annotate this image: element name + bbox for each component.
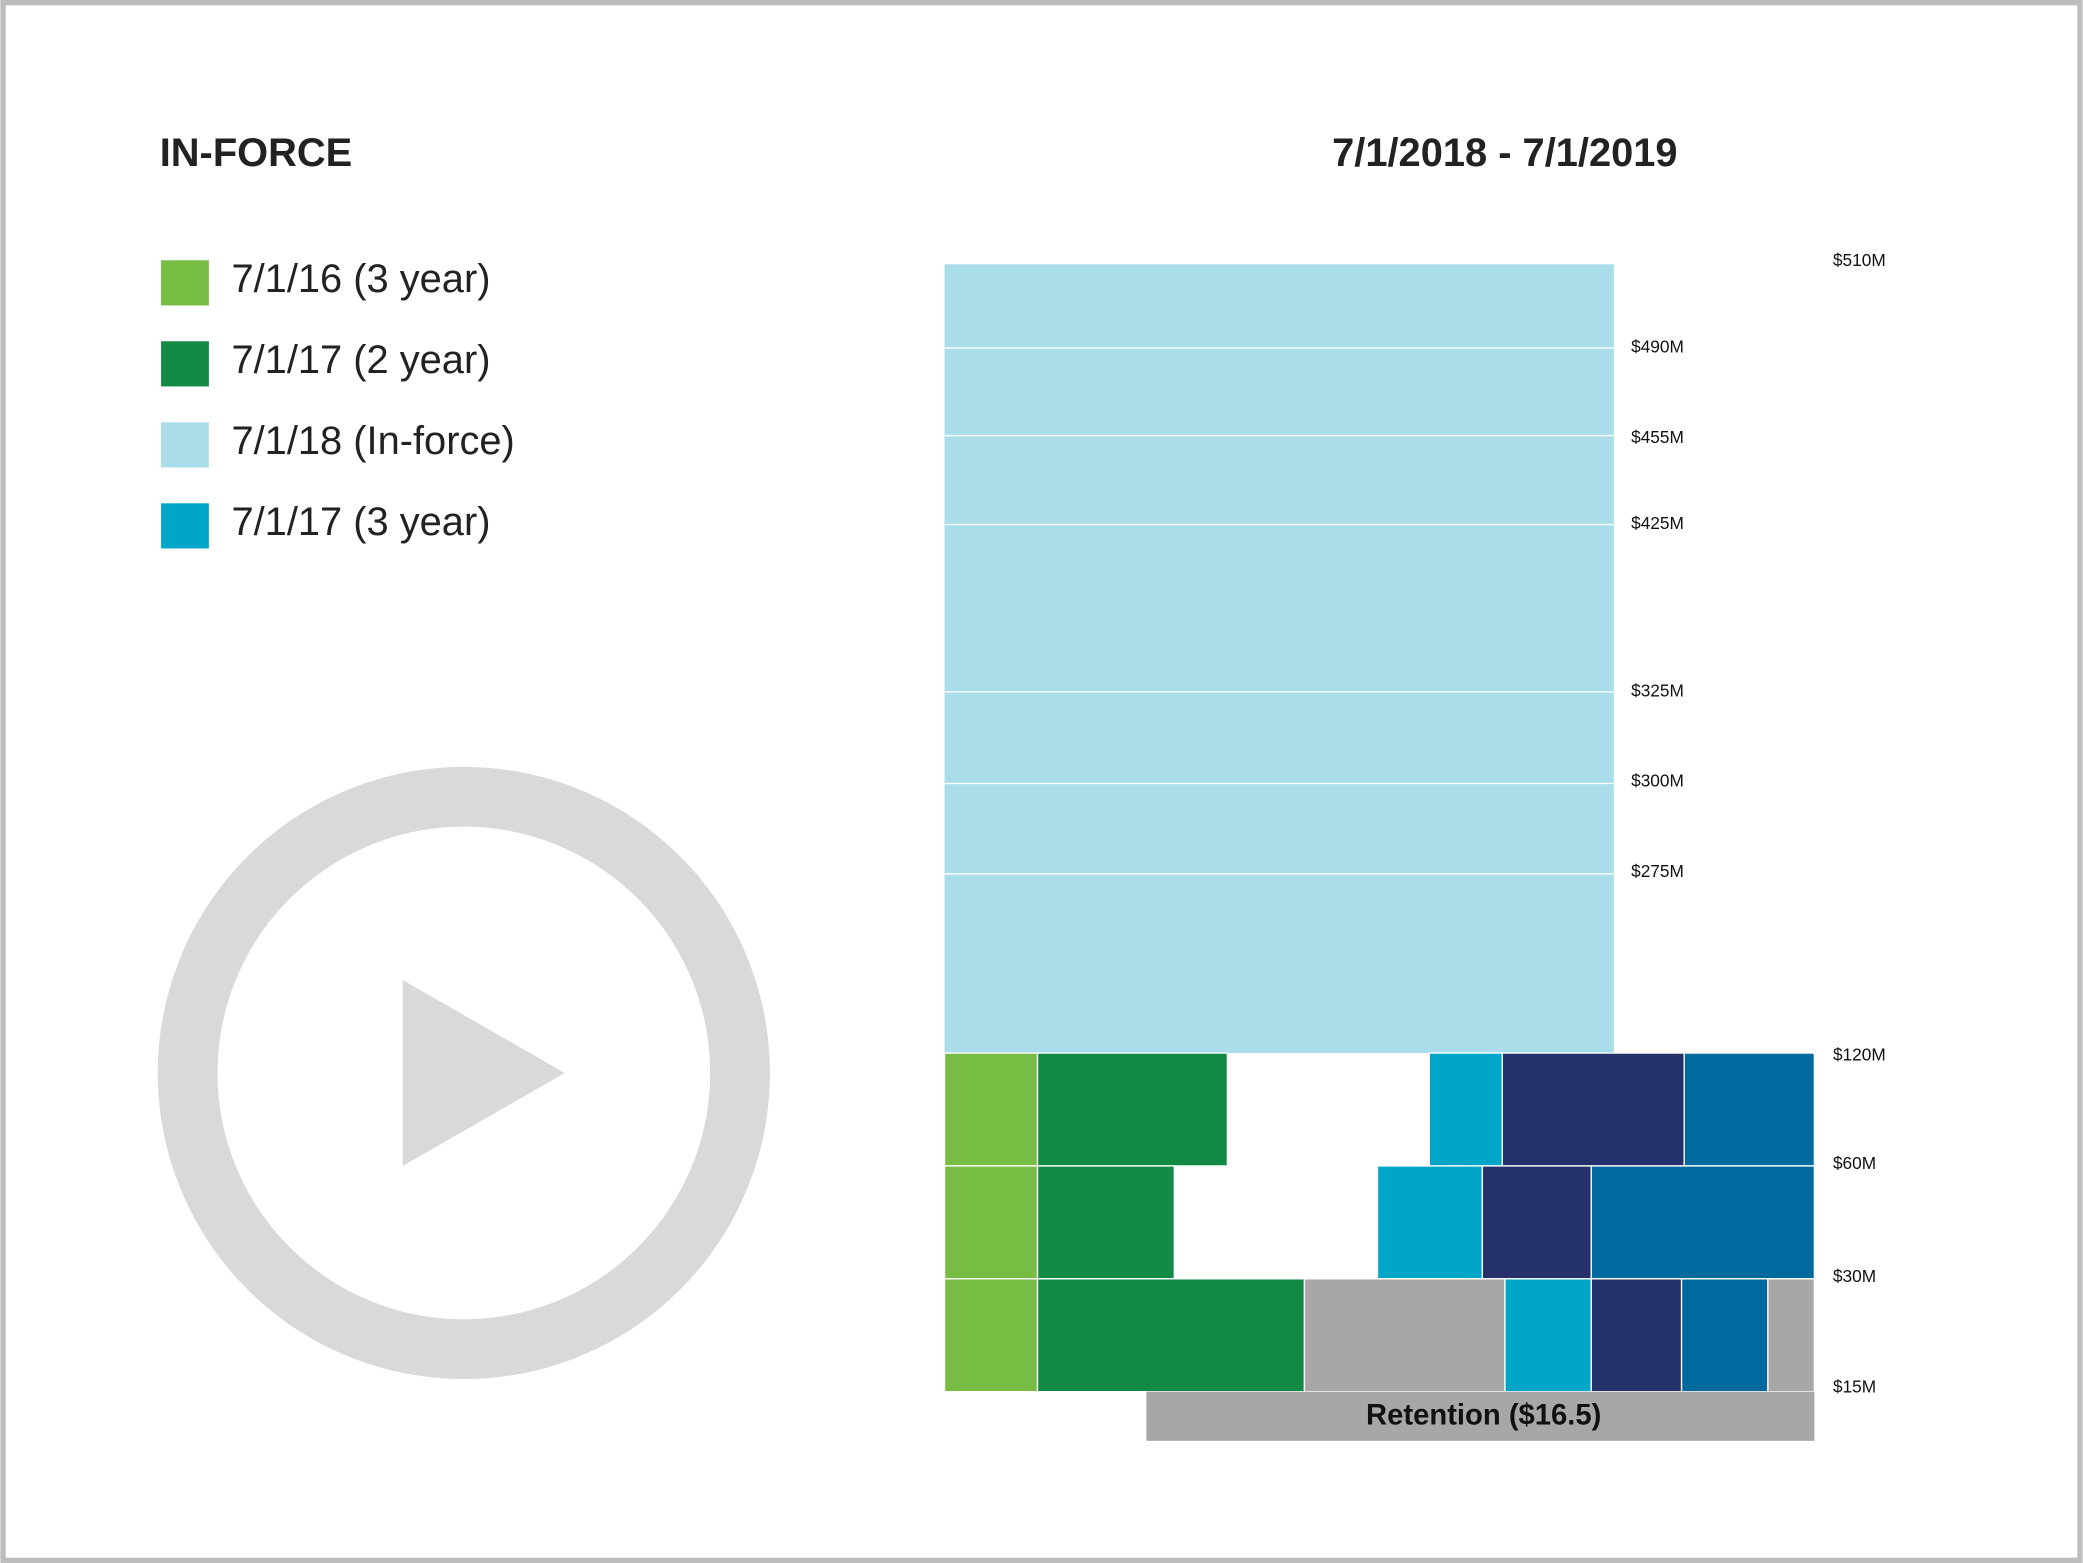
- limit-label: $490M: [1631, 336, 1684, 356]
- limit-label: $510M: [1833, 250, 1886, 270]
- limit-label: $455M: [1631, 427, 1684, 447]
- layer-block: [1428, 1052, 1503, 1167]
- legend-swatch: [161, 260, 209, 306]
- legend-swatch: [161, 503, 209, 549]
- retention-bar: [1146, 1391, 1815, 1441]
- play-button[interactable]: [157, 766, 770, 1380]
- limit-label: $120M: [1833, 1044, 1886, 1064]
- legend-label: 7/1/18 (In-force): [231, 419, 514, 463]
- lower-layers: [943, 1052, 1816, 1393]
- layer-block: [1303, 1278, 1506, 1393]
- layer-block: [1036, 1052, 1229, 1167]
- layer-block: [1590, 1165, 1816, 1280]
- layer-block: [1376, 1165, 1484, 1280]
- layer-block: [1501, 1052, 1685, 1167]
- layer-block: [1680, 1278, 1769, 1393]
- layer-block: [1590, 1278, 1683, 1393]
- limit-label: $300M: [1631, 771, 1684, 791]
- layer-block: [1036, 1278, 1306, 1393]
- layer-block: [943, 1278, 1039, 1393]
- limit-label: $15M: [1833, 1376, 1876, 1396]
- layer-block: [943, 1052, 1039, 1167]
- limit-label: $425M: [1631, 513, 1684, 533]
- layer-block: [1767, 1278, 1816, 1393]
- title: IN-FORCE: [160, 131, 353, 175]
- legend-label: 7/1/16 (3 year): [231, 257, 490, 301]
- in-force-layer: [944, 264, 1614, 1054]
- legend-label: 7/1/17 (2 year): [231, 338, 490, 382]
- limit-label: $275M: [1631, 861, 1684, 881]
- play-ring[interactable]: [157, 766, 770, 1380]
- limit-label: $30M: [1833, 1266, 1876, 1286]
- limit-label: $60M: [1833, 1153, 1876, 1173]
- retention-label: Retention ($16.5): [1366, 1400, 1601, 1432]
- legend-swatch: [161, 341, 209, 387]
- layer-block: [1504, 1278, 1592, 1393]
- period: 7/1/2018 - 7/1/2019: [1332, 131, 1677, 175]
- legend-label: 7/1/17 (3 year): [231, 500, 490, 544]
- layer-block: [943, 1165, 1039, 1280]
- play-triangle[interactable]: [402, 980, 565, 1166]
- layer-block: [1036, 1165, 1175, 1280]
- layer-block: [1683, 1052, 1816, 1167]
- legend-swatch: [161, 422, 209, 468]
- layer-block: [1481, 1165, 1592, 1280]
- limit-label: $325M: [1631, 680, 1684, 700]
